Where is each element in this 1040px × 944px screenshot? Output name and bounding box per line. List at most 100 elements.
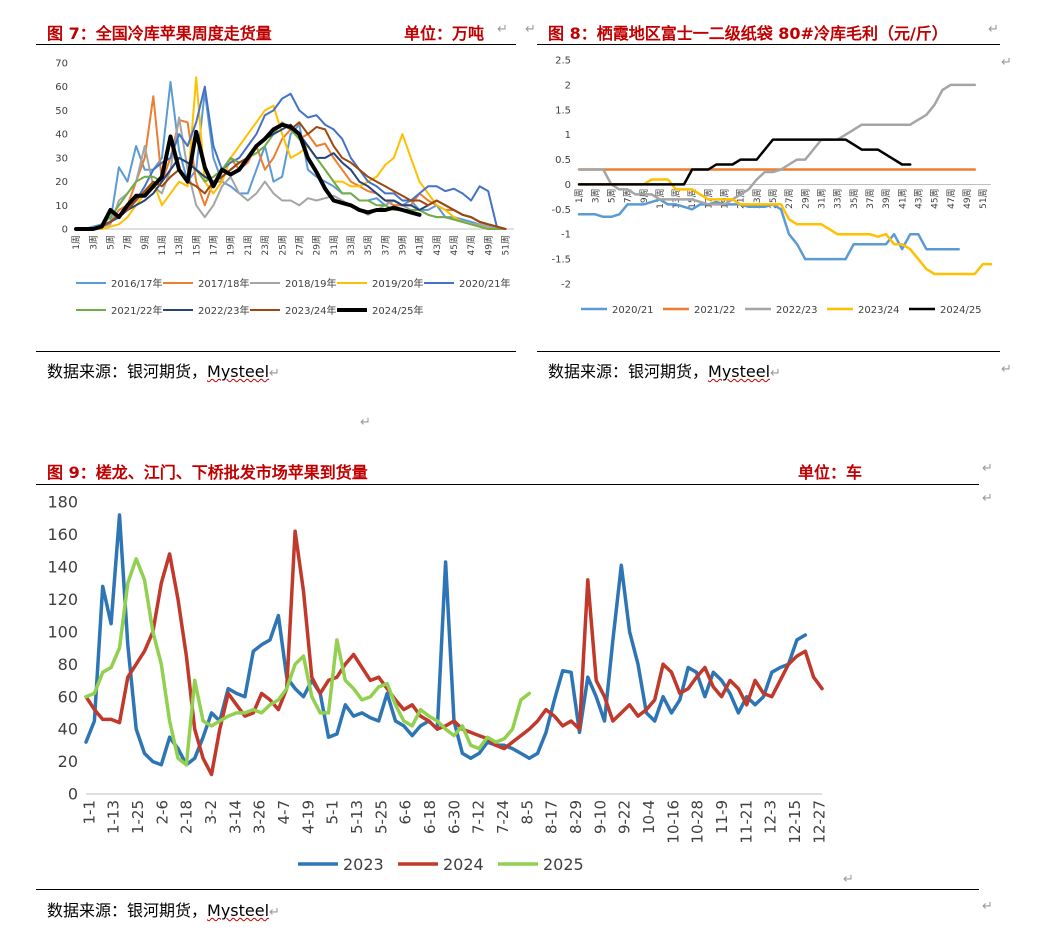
x-tick-label: 1周 bbox=[574, 188, 585, 203]
x-tick-label: 27周 bbox=[294, 235, 305, 255]
x-tick-label: 31周 bbox=[817, 188, 828, 208]
fig7-source: 数据来源：银河期货，Mysteel↵ bbox=[47, 358, 280, 382]
paragraph-mark-icon: ↵ bbox=[360, 415, 371, 430]
y-tick-label: 2.5 bbox=[555, 56, 571, 67]
x-tick-label: 2-18 bbox=[178, 800, 196, 834]
y-tick-label: 60 bbox=[55, 82, 68, 93]
x-tick-label: 33周 bbox=[346, 235, 357, 255]
legend-label: 2018/19年 bbox=[285, 277, 337, 290]
source-text: 数据来源：银河期货， bbox=[47, 362, 208, 381]
series-line-2024/25年 bbox=[74, 122, 422, 231]
y-tick-label: 2 bbox=[565, 80, 571, 91]
y-tick-label: 10 bbox=[55, 201, 68, 212]
x-tick-label: 10-4 bbox=[640, 800, 658, 834]
x-tick-label: 11-9 bbox=[713, 800, 731, 834]
y-tick-label: -0.5 bbox=[551, 205, 571, 216]
series-line-2022/23 bbox=[577, 83, 977, 206]
paragraph-mark-icon: ↵ bbox=[982, 899, 993, 914]
x-tick-label: 6-18 bbox=[421, 800, 439, 834]
x-tick-label: 1-25 bbox=[129, 800, 147, 834]
legend-label: 2025 bbox=[543, 855, 584, 874]
x-tick-label: 17周 bbox=[209, 235, 220, 255]
fig9-chart: 0 20 40 60 80 100 120 140 160 180 1-1 1-13 1-25 2-6 2-… bbox=[47, 493, 828, 874]
x-tick-label: 3-26 bbox=[251, 800, 269, 834]
source-brand: Mysteel bbox=[207, 901, 270, 920]
fig8-title: 图 8：栖霞地区富士一二级纸袋 80#冷库毛利（元/斤） bbox=[548, 24, 948, 43]
x-tick-label: 25周 bbox=[277, 235, 288, 255]
paragraph-mark-icon: ↵ bbox=[843, 872, 854, 887]
y-tick-label: 0 bbox=[565, 180, 571, 191]
x-tick-label: 27周 bbox=[784, 188, 795, 208]
y-tick-label: 50 bbox=[55, 106, 68, 117]
y-tick-label: 20 bbox=[58, 752, 78, 771]
x-tick-label: 5周 bbox=[606, 188, 617, 203]
y-tick-label: 0 bbox=[62, 225, 68, 236]
x-tick-label: 8-29 bbox=[567, 800, 585, 834]
x-tick-label: 5-1 bbox=[324, 800, 342, 825]
x-tick-label: 47周 bbox=[946, 188, 957, 208]
paragraph-mark-icon: ↵ bbox=[269, 366, 280, 381]
x-tick-label: 33周 bbox=[833, 188, 844, 208]
x-tick-label: 3-14 bbox=[226, 800, 244, 834]
y-tick-label: 160 bbox=[47, 525, 78, 544]
y-tick-label: -2 bbox=[561, 280, 571, 291]
legend-label: 2023/24年 bbox=[285, 304, 337, 317]
x-tick-label: 3周 bbox=[590, 188, 601, 203]
legend-label: 2024/25 bbox=[940, 305, 982, 316]
legend-label: 2024/25年 bbox=[372, 304, 424, 317]
x-tick-label: 5-13 bbox=[348, 800, 366, 834]
series-line-2022/23年 bbox=[75, 123, 507, 230]
legend-label: 2023/24 bbox=[858, 305, 900, 316]
y-tick-label: 80 bbox=[58, 655, 78, 674]
y-tick-label: 140 bbox=[47, 557, 78, 576]
x-tick-label: 8-17 bbox=[543, 800, 561, 834]
paragraph-mark-icon: ↵ bbox=[525, 22, 536, 37]
legend-label: 2022/23 bbox=[776, 305, 818, 316]
x-tick-label: 9-10 bbox=[591, 800, 609, 834]
x-tick-label: 37周 bbox=[865, 188, 876, 208]
series-line-2023/24 bbox=[577, 178, 993, 276]
x-tick-label: 15周 bbox=[191, 235, 202, 255]
y-tick-label: 100 bbox=[47, 622, 78, 641]
y-tick-label: 70 bbox=[55, 59, 68, 70]
x-tick-label: 3-2 bbox=[202, 800, 220, 825]
x-tick-label: 51周 bbox=[978, 188, 989, 208]
paragraph-mark-icon: ↵ bbox=[1001, 362, 1012, 377]
x-tick-label: 3周 bbox=[88, 235, 99, 250]
x-tick-label: 9周 bbox=[639, 188, 650, 203]
x-tick-label: 1-13 bbox=[105, 800, 123, 834]
source-text: 数据来源：银河期货， bbox=[548, 362, 709, 381]
legend-label: 2022/23年 bbox=[198, 304, 250, 317]
x-tick-label: 23周 bbox=[260, 235, 271, 255]
x-tick-label: 41周 bbox=[415, 235, 426, 255]
x-tick-label: 6-6 bbox=[397, 800, 415, 825]
x-tick-label: 8-5 bbox=[518, 800, 536, 825]
y-tick-label: 1 bbox=[565, 130, 571, 141]
x-tick-label: 9-22 bbox=[616, 800, 634, 834]
x-tick-label: 45周 bbox=[930, 188, 941, 208]
x-tick-label: 1-1 bbox=[80, 800, 98, 825]
legend-label: 2020/21年 bbox=[459, 277, 511, 290]
legend-label: 2017/18年 bbox=[198, 277, 250, 290]
y-tick-label: 40 bbox=[55, 130, 68, 141]
paragraph-mark-icon: ↵ bbox=[770, 366, 781, 381]
fig9-title: 图 9：槎龙、江门、下桥批发市场苹果到货量 bbox=[47, 463, 368, 482]
source-text: 数据来源：银河期货， bbox=[47, 901, 208, 920]
fig7-title: 图 7：全国冷库苹果周度走货量 bbox=[47, 24, 272, 43]
y-tick-label: -1.5 bbox=[551, 255, 571, 266]
paragraph-mark-icon: ↵ bbox=[982, 461, 993, 476]
fig7-unit: 单位：万吨 bbox=[404, 24, 485, 43]
x-tick-label: 35周 bbox=[849, 188, 860, 208]
x-tick-label: 4-19 bbox=[299, 800, 317, 834]
x-tick-label: 12-3 bbox=[762, 800, 780, 834]
x-tick-label: 7周 bbox=[123, 235, 134, 250]
y-tick-label: 20 bbox=[55, 177, 68, 188]
x-tick-label: 41周 bbox=[897, 188, 908, 208]
series-line-2025 bbox=[84, 557, 532, 767]
x-tick-label: 39周 bbox=[881, 188, 892, 208]
fig9-unit: 单位：车 bbox=[798, 463, 863, 482]
series-line-2016/17年 bbox=[75, 81, 507, 230]
fig9-top-rule bbox=[36, 484, 979, 485]
fig7-chart: 0 10 20 30 40 50 60 70 1周 3周 5周 7周 9周 11周 13周 15周 17周 19周… bbox=[55, 59, 514, 317]
x-tick-label: 31周 bbox=[329, 235, 340, 255]
